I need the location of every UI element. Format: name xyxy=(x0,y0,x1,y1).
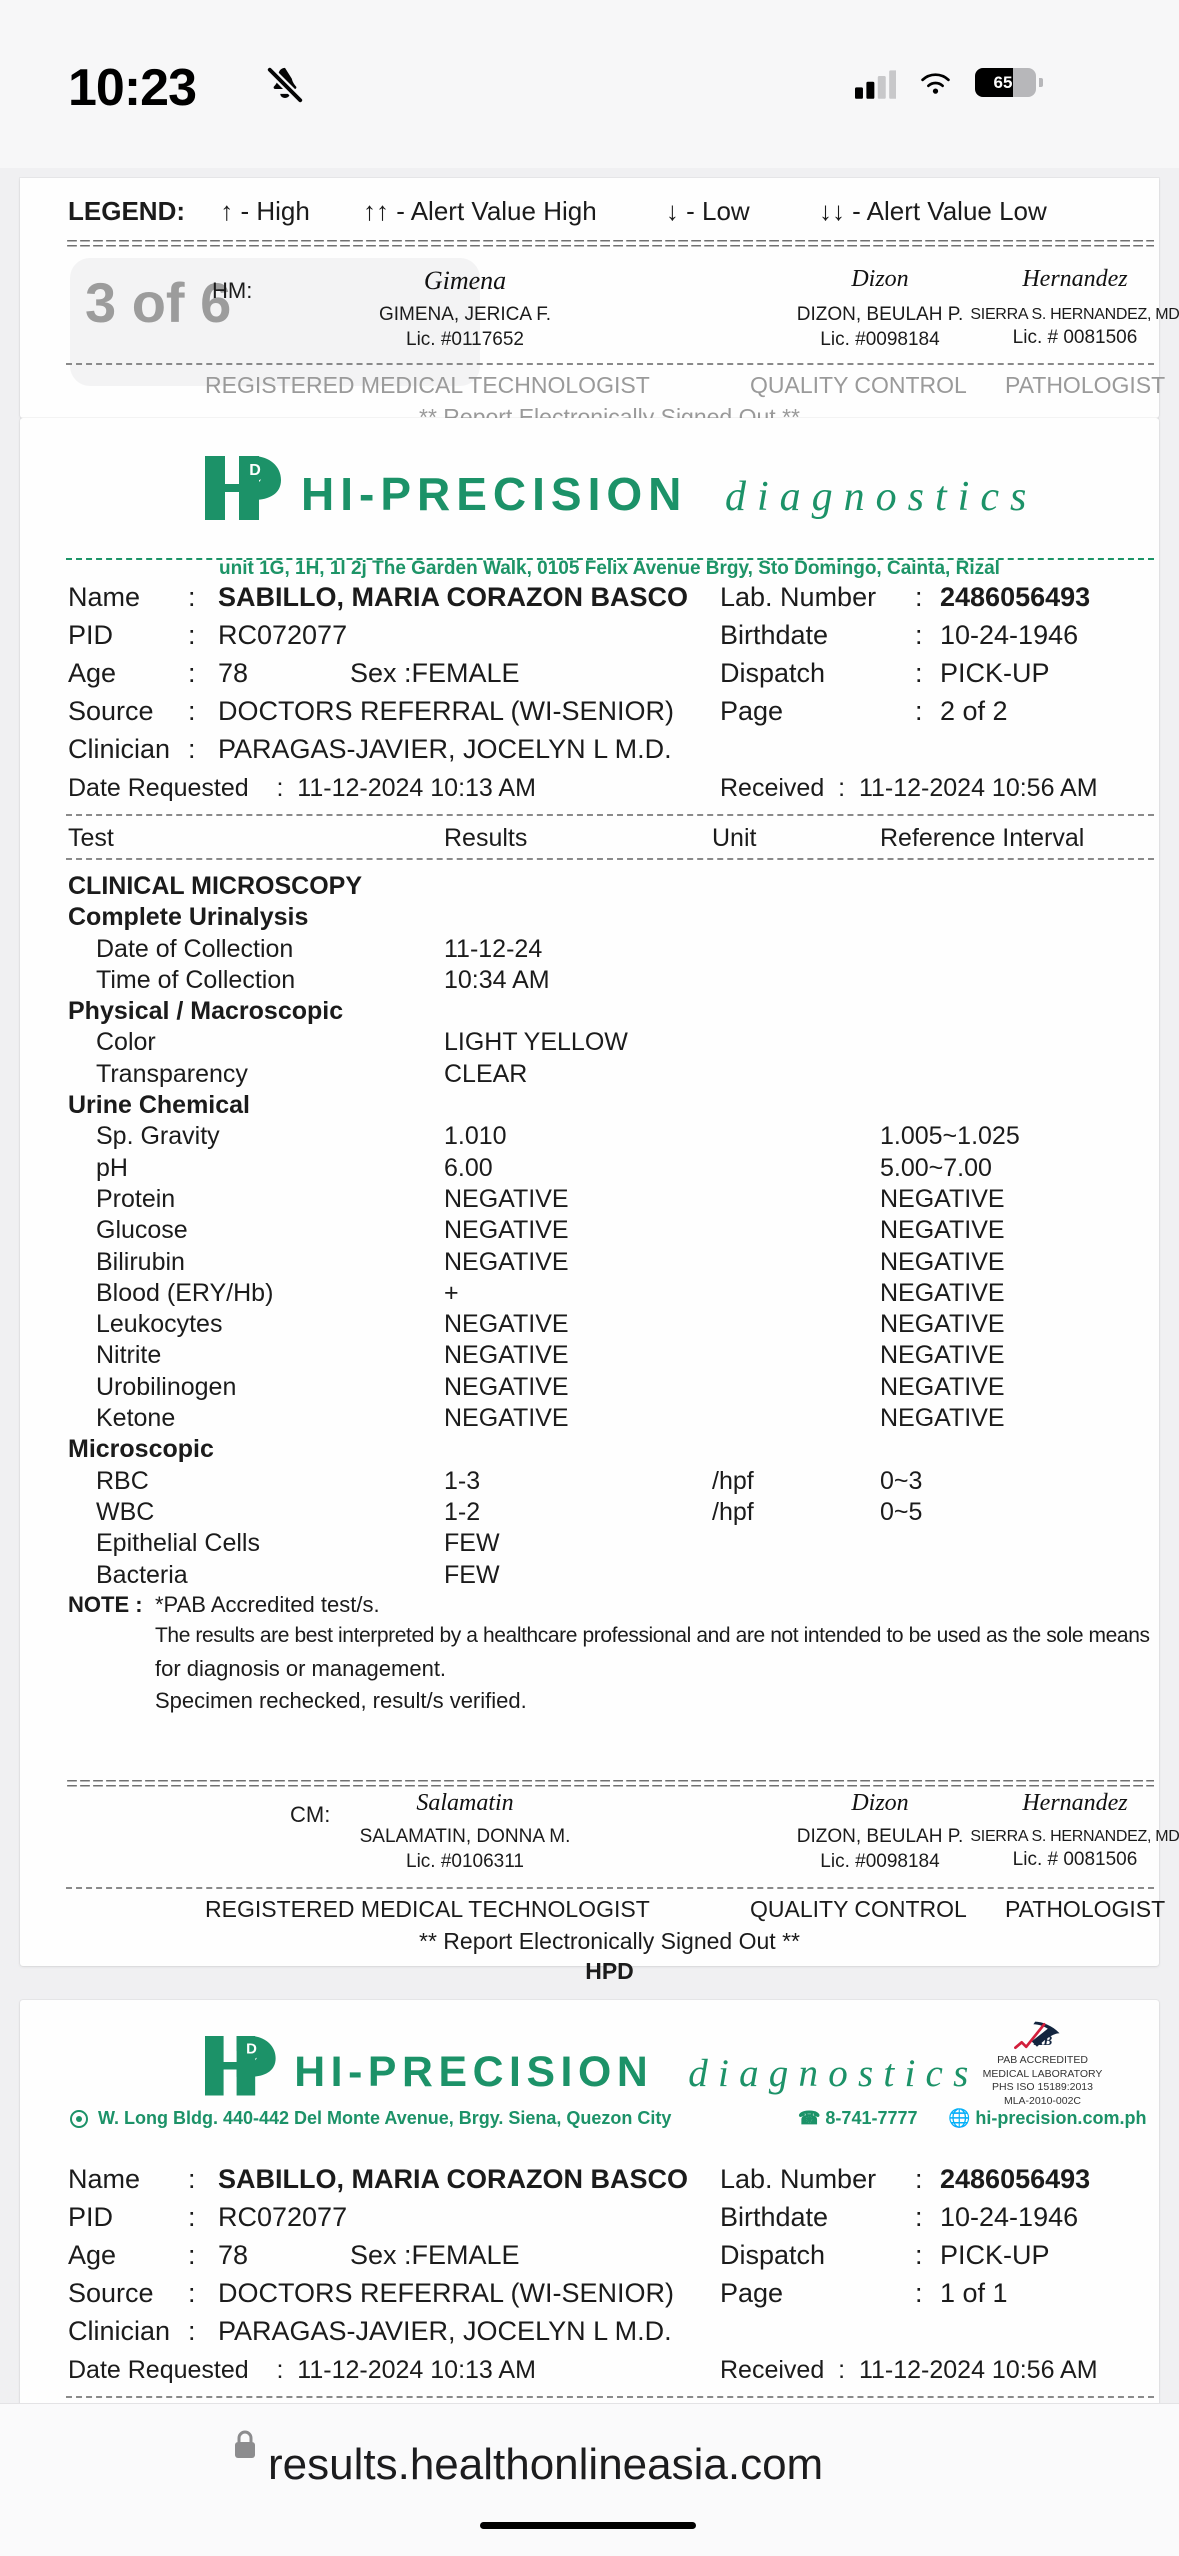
svg-text:AB: AB xyxy=(1033,2033,1052,2048)
svg-text:D: D xyxy=(249,462,261,479)
svg-text:diagnostics: diagnostics xyxy=(688,2052,978,2095)
svg-text:diagnostics: diagnostics xyxy=(725,474,1037,520)
svg-text:D: D xyxy=(246,2042,257,2058)
svg-text:HI-PRECISION: HI-PRECISION xyxy=(294,2048,653,2096)
svg-text:HI-PRECISION: HI-PRECISION xyxy=(301,468,687,520)
